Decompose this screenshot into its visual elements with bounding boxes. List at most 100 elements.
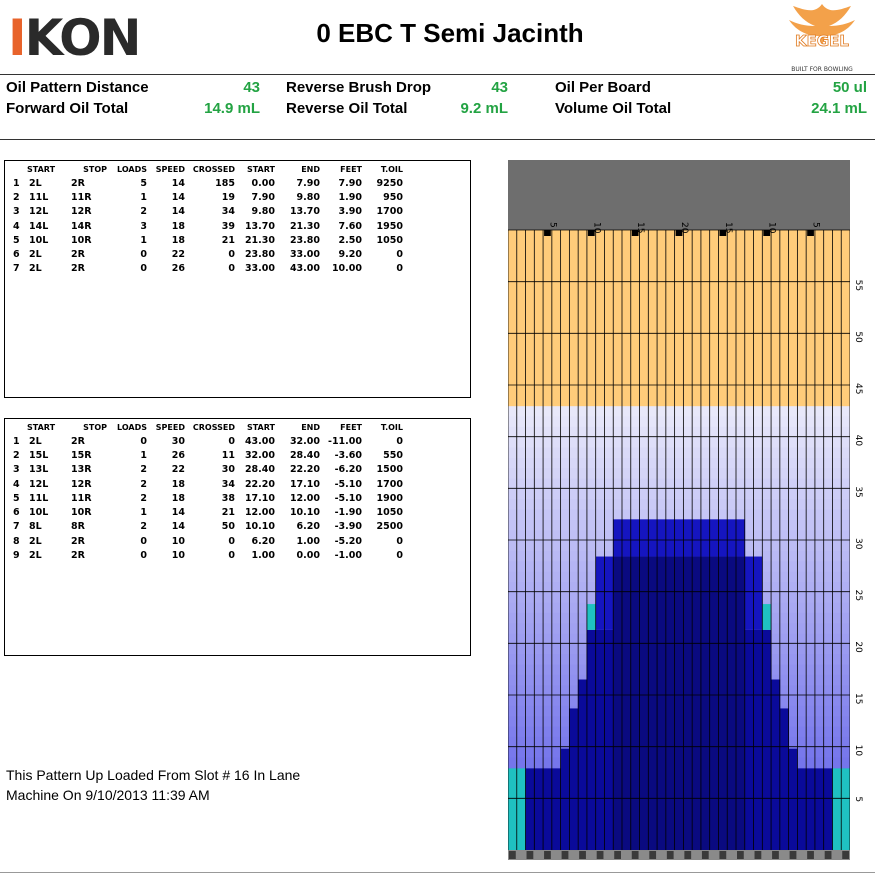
foot-dot [789, 851, 797, 859]
reverse-cell: 6 [13, 507, 20, 519]
lane-band [508, 271, 850, 283]
reverse-cell: 28.40 [244, 464, 275, 476]
forward-cell: 33.00 [289, 249, 320, 261]
forward-cell: 23.80 [289, 234, 320, 246]
kegel-logo: KEGEL BUILT FOR BOWLING [789, 4, 855, 73]
forward-cell: 21.30 [289, 220, 320, 232]
arrow-marker [763, 230, 771, 236]
reverse-cell: 1500 [376, 464, 403, 476]
distance-label: 50 [853, 331, 863, 343]
reverse-table-grid: START STOP LOADS SPEED CROSSED START END FEET T.… [13, 421, 403, 563]
reverse-cell: 0 [396, 550, 403, 562]
reverse-row: 6 10L 10R 1 14 21 12.00 10.10 -1.90 1050 [13, 505, 403, 519]
reverse-cell: 2L [29, 435, 42, 447]
reverse-cell: 0 [140, 550, 147, 562]
reverse-cell: 2R [71, 550, 85, 562]
board-label: 10 [767, 222, 777, 234]
reverse-cell: 5 [13, 492, 20, 504]
reverse-cell: 10 [171, 535, 185, 547]
reverse-cell: 10.10 [244, 521, 275, 533]
lane-band [508, 354, 850, 365]
reverse-cell: 2 [13, 449, 20, 461]
lane-band [508, 364, 850, 376]
forward-cell: 7.90 [338, 177, 362, 189]
reverse-cell: 8 [13, 535, 20, 547]
reverse-cell: -5.10 [334, 492, 362, 504]
oil-column [525, 768, 535, 850]
reverse-cell: 2500 [376, 521, 403, 533]
foot-dot [719, 851, 727, 859]
forward-cell: 0 [140, 249, 147, 261]
lane-band [508, 385, 850, 396]
oil-column [727, 556, 737, 850]
foot-dot [596, 851, 604, 859]
foot-dot [666, 851, 674, 859]
forward-cell: 0 [140, 263, 147, 275]
reverse-cell: 0 [140, 535, 147, 547]
forward-row: 6 2L 2R 0 22 0 23.80 33.00 9.20 0 [13, 247, 403, 261]
distance-label: 5 [853, 796, 863, 802]
forward-cell: 2.50 [338, 234, 362, 246]
board-label: 10 [591, 222, 601, 234]
forward-cell: 2R [71, 249, 85, 261]
oil-column [718, 556, 728, 850]
forward-cell: 2R [71, 263, 85, 275]
reverse-cell: 38 [221, 492, 235, 504]
forward-cell: 18 [171, 234, 185, 246]
oil-column [692, 519, 702, 557]
forward-table-grid: START STOP LOADS SPEED CROSSED START END FEET T.… [13, 163, 403, 276]
reverse-cell: 10L [29, 507, 49, 519]
board-label: 15 [723, 222, 733, 233]
reverse-cell: 0 [228, 435, 235, 447]
forward-cell: 21.30 [244, 234, 275, 246]
reverse-header-8: FEET [340, 423, 362, 432]
lane-band [508, 240, 850, 252]
forward-cell: 1700 [376, 206, 403, 218]
stats-divider [0, 139, 875, 140]
reverse-cell: -6.20 [334, 464, 362, 476]
distance-label: 30 [853, 538, 863, 550]
oil-column [674, 519, 684, 557]
forward-cell: 13.70 [289, 206, 320, 218]
oil-column [613, 556, 623, 850]
oil-column [604, 629, 614, 850]
forward-cell: 1 [140, 191, 147, 203]
oil-column [630, 556, 640, 850]
forward-cell: 5 [13, 234, 20, 246]
reverse-cell: 1 [140, 507, 147, 519]
reverse-cell: 30 [171, 435, 185, 447]
reverse-row: 2 15L 15R 1 26 11 32.00 28.40 -3.60 550 [13, 448, 403, 462]
forward-cell: 4 [13, 220, 20, 232]
reverse-cell: 50 [221, 521, 235, 533]
reverse-cell: 8L [29, 521, 42, 533]
lane-band [508, 333, 850, 345]
reverse-cell: 10 [171, 550, 185, 562]
oil-column [709, 519, 719, 557]
reverse-cell: 12.00 [289, 492, 320, 504]
forward-cell: 11R [71, 191, 92, 203]
reverse-cell: 1 [140, 449, 147, 461]
distance-label: 15 [853, 693, 863, 704]
reverse-cell: 8R [71, 521, 85, 533]
forward-cell: 3.90 [338, 206, 362, 218]
forward-cell: 2L [29, 263, 42, 275]
reverse-cell: -5.10 [334, 478, 362, 490]
arrow-marker [631, 230, 639, 236]
forward-header-1: START [27, 165, 56, 174]
ikon-logo: IKON [8, 9, 141, 67]
board-label: 15 [635, 222, 645, 233]
oil-column [727, 519, 737, 557]
reverse-cell: 0 [228, 550, 235, 562]
forward-cell: 23.80 [244, 249, 275, 261]
oil-column [753, 629, 763, 850]
forward-cell: 7.60 [338, 220, 362, 232]
forward-header-0 [13, 163, 27, 176]
upload-note-line-2: Machine On 9/10/2013 11:39 AM [6, 787, 210, 803]
forward-cell: 9250 [376, 177, 403, 189]
forward-row: 3 12L 12R 2 14 34 9.80 13.70 3.90 1700 [13, 205, 403, 219]
oil-column [630, 519, 640, 557]
reverse-row: 8 2L 2R 0 10 0 6.20 1.00 -5.20 0 [13, 534, 403, 548]
oil-column [736, 519, 746, 557]
reverse-cell: 0 [228, 535, 235, 547]
reverse-cell: 2L [29, 550, 42, 562]
